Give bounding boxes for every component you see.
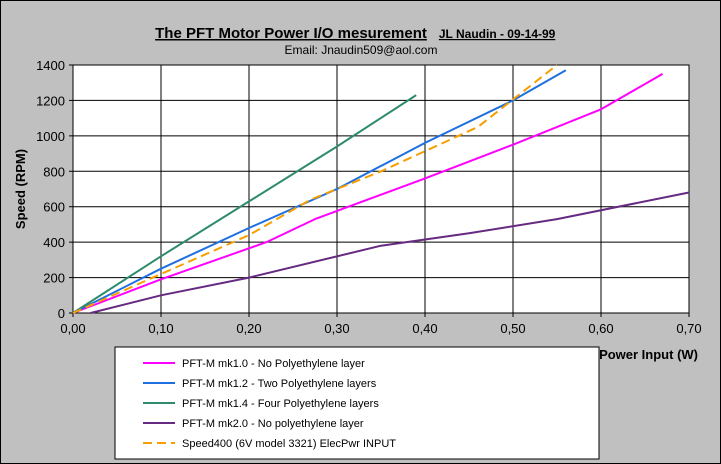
- y-tick-label: 800: [43, 164, 65, 179]
- plot-background: [73, 65, 689, 313]
- y-tick-label: 0: [58, 306, 65, 321]
- legend-label-5: Speed400 (6V model 3321) ElecPwr INPUT: [182, 438, 396, 450]
- chart-title: The PFT Motor Power I/O mesurement: [155, 25, 427, 42]
- legend-label-3: PFT-M mk1.4 - Four Polyethylene layers: [182, 398, 379, 410]
- y-tick-label: 1200: [36, 93, 65, 108]
- chart-subtitle: Email: Jnaudin509@aol.com: [285, 43, 438, 57]
- x-tick-label: 0,10: [148, 321, 173, 336]
- x-tick-label: 0,50: [500, 321, 525, 336]
- legend-label-2: PFT-M mk1.2 - Two Polyethylene layers: [182, 378, 377, 390]
- axis-ticks: 0,00 0,10 0,20 0,30 0,40 0,50 0,60 0,70 0 200 400 6…: [36, 58, 702, 336]
- x-tick-label: 0,00: [60, 321, 85, 336]
- x-tick-label: 0,60: [588, 321, 613, 336]
- legend: [114, 346, 600, 460]
- x-tick-label: 0,70: [676, 321, 701, 336]
- y-axis-label: Speed (RPM): [13, 149, 28, 229]
- x-tick-label: 0,30: [324, 321, 349, 336]
- x-tick-label: 0,40: [412, 321, 437, 336]
- x-axis-label: Power Input (W): [599, 347, 698, 362]
- series-line-4: [90, 191, 690, 314]
- legend-label-4: PFT-M mk2.0 - No polyethylene layer: [182, 418, 364, 430]
- y-tick-label: 400: [43, 235, 65, 250]
- chart-author: JL Naudin - 09-14-99: [439, 27, 556, 41]
- x-tick-label: 0,20: [236, 321, 261, 336]
- plot-area: [72, 64, 690, 314]
- series-line-3: [72, 94, 417, 314]
- y-tick-label: 200: [43, 271, 65, 286]
- y-tick-label: 1000: [36, 129, 65, 144]
- series-lines: [72, 64, 690, 314]
- y-tick-label: 600: [43, 200, 65, 215]
- y-tick-label: 1400: [36, 58, 65, 73]
- series-line-1: [72, 73, 664, 314]
- legend-items: PFT-M mk1.0 - No Polyethylene layer PFT-M…: [143, 358, 396, 450]
- plot-border: [72, 64, 690, 314]
- legend-label-1: PFT-M mk1.0 - No Polyethylene layer: [182, 358, 365, 370]
